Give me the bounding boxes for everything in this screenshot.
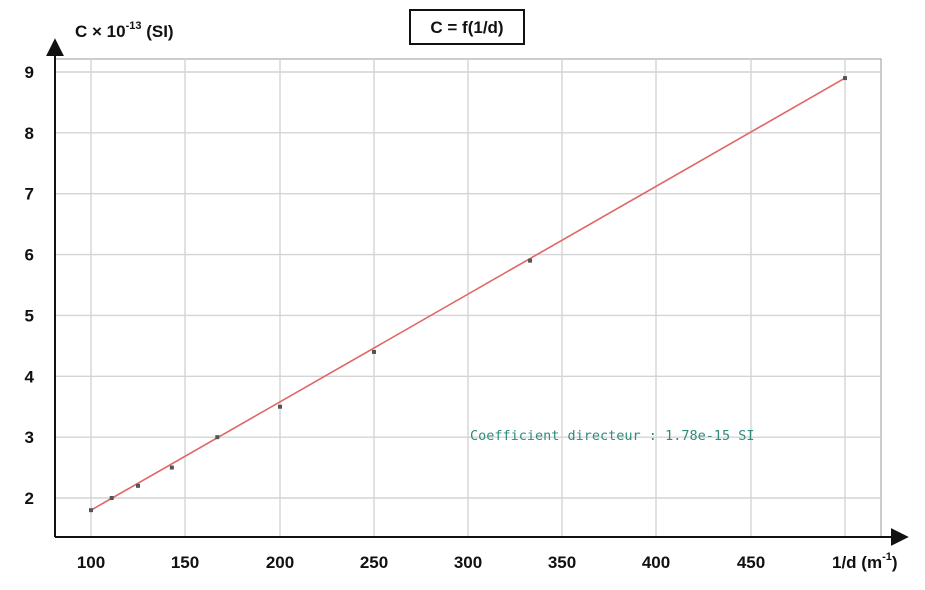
data-point <box>215 435 220 440</box>
y-tick-label: 7 <box>25 185 34 204</box>
y-tick-label: 6 <box>25 246 34 265</box>
grid <box>55 59 881 537</box>
y-tick-label: 8 <box>25 124 34 143</box>
x-axis-title-main: 1/d (m <box>832 553 882 572</box>
x-tick-label: 100 <box>77 553 105 572</box>
slope-annotation: Coefficient directeur : 1.78e-15 SI <box>470 428 754 444</box>
chart-title: C = f(1/d) <box>409 9 525 45</box>
data-points <box>89 76 847 513</box>
data-point <box>89 508 93 513</box>
data-point <box>372 349 376 354</box>
y-axis-title-suffix: (SI) <box>141 22 173 41</box>
y-axis-title-main: C × 10 <box>75 22 126 41</box>
data-point <box>843 76 847 81</box>
y-axis-title: C × 10-13 (SI) <box>75 20 174 41</box>
x-tick-label: 300 <box>454 553 482 572</box>
y-tick-label: 9 <box>25 63 34 82</box>
data-point <box>278 404 282 409</box>
x-axis-title: 1/d (m-1) <box>832 551 898 572</box>
x-tick-label: 450 <box>737 553 765 572</box>
x-tick-label: 250 <box>360 553 388 572</box>
data-point <box>169 465 174 470</box>
x-tick-label: 400 <box>642 553 670 572</box>
data-point <box>528 258 533 263</box>
y-tick-label: 5 <box>25 306 34 325</box>
chart-title-text: C = f(1/d) <box>430 18 503 37</box>
y-tick-label: 3 <box>25 428 34 447</box>
x-axis-title-exp: -1 <box>882 551 892 563</box>
y-axis-title-exp: -13 <box>126 20 142 32</box>
y-tick-label: 2 <box>25 489 34 508</box>
y-tick-label: 4 <box>25 367 35 386</box>
x-tick-label: 150 <box>171 553 199 572</box>
x-tick-label: 200 <box>266 553 294 572</box>
x-tick-label: 350 <box>548 553 576 572</box>
chart-title-box <box>409 9 525 45</box>
data-point <box>109 496 114 500</box>
tick-labels: 100 150 200 250 300 350 400 450 2 3 4 5 6 7 8 9 <box>25 63 766 572</box>
x-axis-title-suffix: ) <box>892 553 898 572</box>
data-point <box>136 483 140 488</box>
